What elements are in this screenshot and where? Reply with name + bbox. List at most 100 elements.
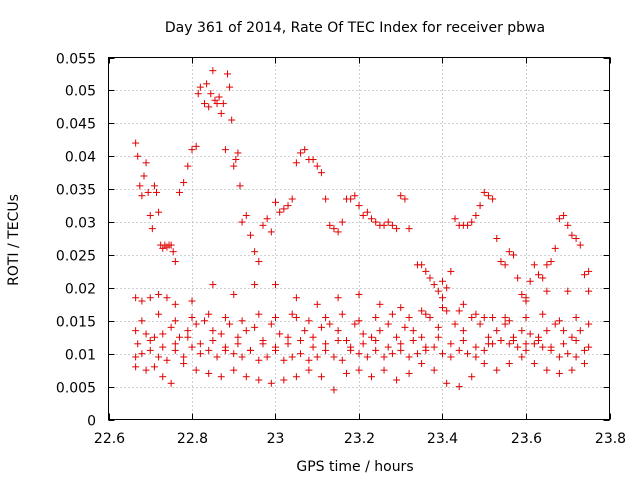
data-point (188, 313, 196, 321)
data-point (255, 356, 263, 364)
data-point (317, 373, 325, 381)
data-point (497, 258, 505, 266)
data-point (376, 300, 384, 308)
data-point (292, 313, 300, 321)
data-point (484, 192, 492, 200)
data-point (422, 267, 430, 275)
data-point (555, 369, 563, 377)
data-point (505, 340, 513, 348)
data-point (334, 294, 342, 302)
data-point (207, 90, 215, 98)
data-point (493, 366, 501, 374)
data-point (585, 267, 593, 275)
data-point (576, 327, 584, 335)
data-point (388, 221, 396, 229)
data-point (322, 340, 330, 348)
data-point (255, 258, 263, 266)
data-point (426, 313, 434, 321)
data-point (146, 337, 154, 345)
data-point (572, 235, 580, 242)
data-point (246, 231, 254, 239)
data-point (551, 320, 559, 328)
data-point (159, 330, 167, 338)
data-point (413, 350, 421, 358)
data-point (372, 218, 380, 226)
data-point (384, 320, 392, 328)
data-point (330, 353, 338, 361)
data-point (439, 350, 446, 358)
data-point (405, 225, 413, 233)
data-point (334, 327, 342, 335)
data-point (155, 353, 163, 361)
data-point (221, 146, 229, 154)
y-tick-label: 0.025 (56, 249, 96, 265)
data-point (572, 313, 580, 321)
x-axis-label: GPS time / hours (296, 459, 413, 475)
data-point (132, 294, 140, 302)
data-point (359, 340, 367, 348)
y-tick-label: 0.035 (56, 183, 96, 199)
data-point (234, 333, 242, 341)
data-point (397, 340, 405, 348)
data-point (150, 182, 158, 190)
data-point (280, 376, 288, 384)
data-point (484, 333, 492, 341)
data-point (368, 373, 376, 381)
data-point (468, 218, 476, 226)
data-point (317, 323, 325, 331)
plot-frame (108, 57, 610, 420)
data-point (422, 343, 430, 351)
data-point (330, 386, 338, 394)
data-point (560, 340, 568, 348)
data-point (560, 327, 568, 335)
data-point (272, 313, 279, 321)
data-point (194, 90, 202, 98)
data-point (480, 313, 488, 321)
data-point (434, 323, 442, 331)
data-point (313, 162, 321, 170)
data-point (201, 100, 209, 108)
data-point (464, 350, 472, 358)
data-point (138, 297, 146, 305)
data-point (397, 346, 405, 354)
data-point (568, 366, 576, 374)
data-point (309, 156, 317, 164)
data-point (497, 337, 505, 345)
data-point (355, 317, 363, 325)
data-point (234, 149, 242, 157)
data-point (505, 317, 513, 325)
data-point (401, 195, 409, 203)
data-point (309, 343, 317, 351)
data-point (522, 294, 530, 302)
y-axis-label: ROTI / TECUs (6, 194, 22, 286)
data-point (501, 313, 509, 321)
data-point (501, 320, 509, 328)
data-point (284, 202, 292, 210)
data-point (167, 379, 175, 387)
data-point (401, 323, 409, 331)
data-point (188, 146, 196, 154)
data-point (209, 337, 217, 345)
data-point (351, 320, 359, 328)
data-point (514, 343, 522, 351)
data-point (430, 366, 438, 374)
data-point (580, 271, 588, 279)
data-point (430, 343, 438, 351)
data-point (209, 281, 217, 289)
x-tick-label: 23.2 (344, 431, 375, 447)
data-point (501, 261, 509, 269)
data-point (355, 350, 363, 358)
data-point (384, 343, 392, 351)
data-point (163, 356, 171, 364)
data-point (221, 343, 229, 351)
data-point (526, 277, 534, 285)
data-point (297, 149, 305, 157)
data-point (267, 379, 275, 387)
data-point (405, 369, 413, 377)
data-point (430, 281, 438, 289)
data-point (572, 353, 580, 361)
y-tick-label: 0 (87, 414, 96, 430)
data-point (405, 313, 413, 321)
data-point (217, 330, 225, 338)
data-point (309, 333, 317, 341)
